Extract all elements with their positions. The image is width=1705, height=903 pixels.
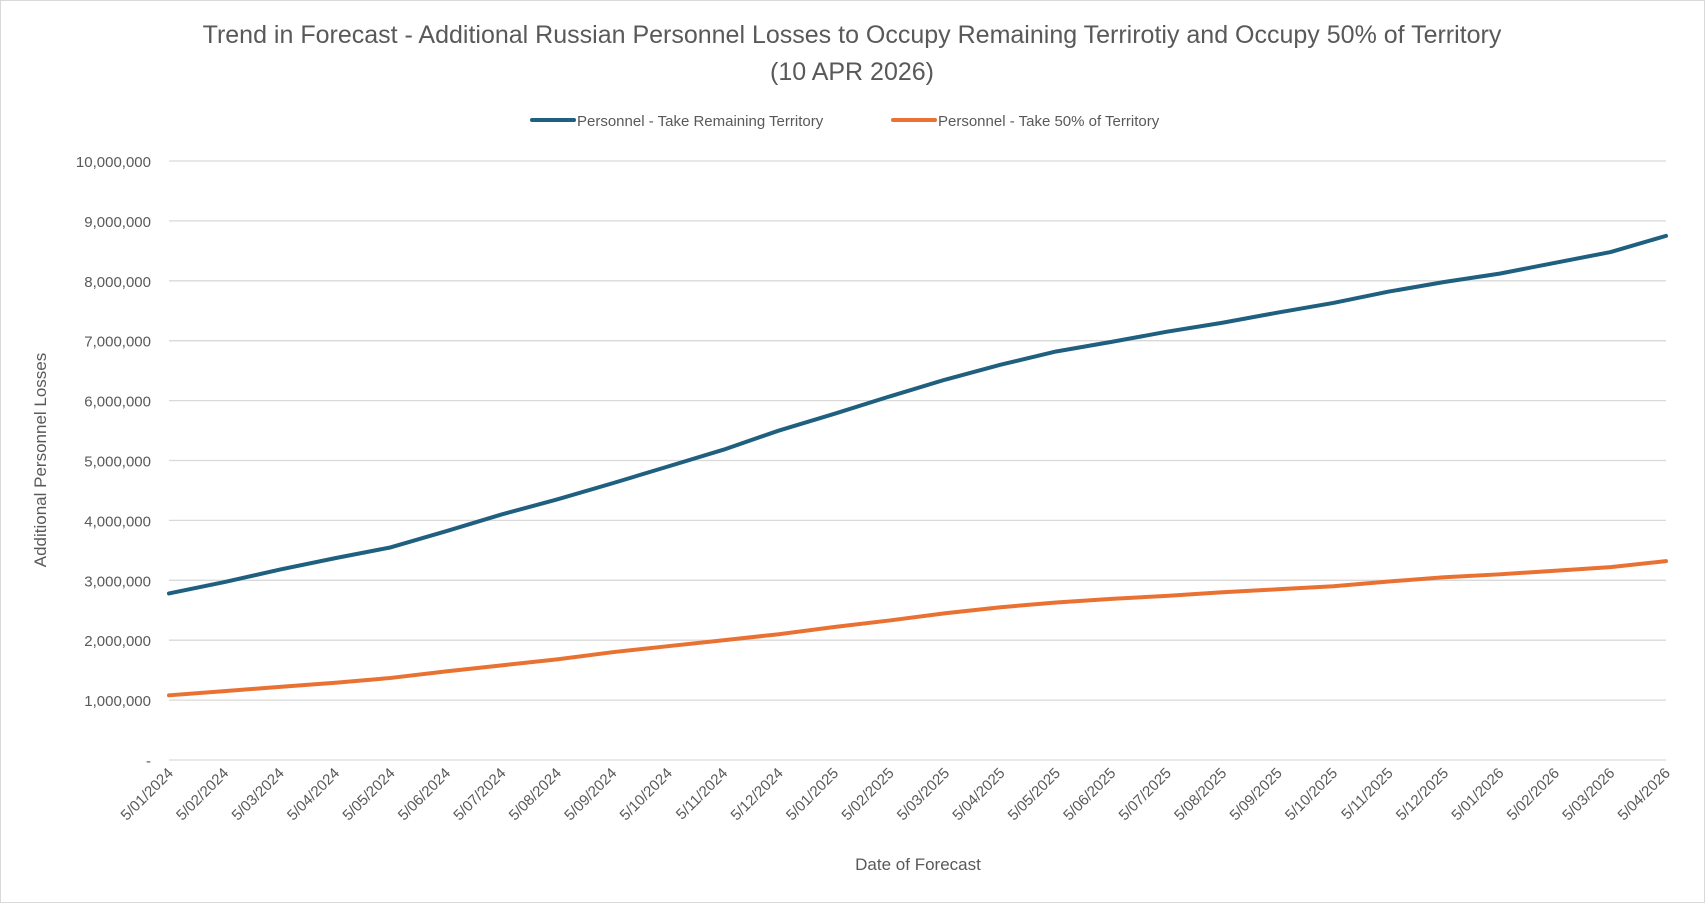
x-tick-label: 5/02/2024 <box>173 765 232 824</box>
y-tick-label: 5,000,000 <box>84 454 151 471</box>
x-tick-label: 5/08/2024 <box>506 765 565 824</box>
x-tick-label: 5/07/2024 <box>450 765 509 824</box>
x-tick-label: 5/04/2024 <box>284 765 343 824</box>
y-axis-label: Additional Personnel Losses <box>31 353 50 568</box>
x-tick-label: 5/06/2025 <box>1060 765 1119 824</box>
x-tick-label: 5/04/2026 <box>1615 765 1674 824</box>
x-tick-label: 5/01/2025 <box>783 765 842 824</box>
gridlines <box>169 160 1666 761</box>
legend-label: Personnel - Take Remaining Territory <box>577 113 824 130</box>
x-tick-label: 5/10/2025 <box>1282 765 1341 824</box>
y-tick-label: - <box>146 753 151 770</box>
chart-subtitle: (10 APR 2026) <box>770 58 934 86</box>
y-tick-label: 7,000,000 <box>84 334 151 351</box>
series-lines <box>167 233 1668 698</box>
x-tick-label: 5/03/2026 <box>1559 765 1618 824</box>
x-tick-label: 5/04/2025 <box>949 765 1008 824</box>
y-tick-label: 1,000,000 <box>84 693 151 710</box>
x-tick-label: 5/07/2025 <box>1116 765 1175 824</box>
y-tick-label: 8,000,000 <box>84 274 151 291</box>
x-tick-label: 5/12/2025 <box>1393 765 1452 824</box>
x-tick-label: 5/10/2024 <box>617 765 676 824</box>
x-tick-label: 5/02/2026 <box>1504 765 1563 824</box>
x-tick-label: 5/09/2025 <box>1227 765 1286 824</box>
y-tick-label: 10,000,000 <box>76 154 151 171</box>
legend-label: Personnel - Take 50% of Territory <box>938 113 1160 130</box>
x-tick-label: 5/02/2025 <box>838 765 897 824</box>
x-tick-label: 5/09/2024 <box>561 765 620 824</box>
x-tick-label: 5/11/2024 <box>673 765 731 823</box>
y-tick-label: 9,000,000 <box>84 214 151 231</box>
y-tick-label: 6,000,000 <box>84 394 151 411</box>
chart-title: Trend in Forecast - Additional Russian P… <box>203 21 1502 49</box>
x-tick-label: 5/11/2025 <box>1338 765 1396 823</box>
x-tick-label: 5/06/2024 <box>395 765 454 824</box>
x-tick-label: 5/05/2025 <box>1005 765 1064 824</box>
x-tick-label: 5/03/2024 <box>229 765 288 824</box>
series-line-0 <box>167 233 1668 596</box>
y-axis: - 1,000,000 2,000,000 3,000,000 4,000,000 5,0… <box>76 154 151 770</box>
y-tick-label: 4,000,000 <box>84 513 151 530</box>
y-tick-label: 3,000,000 <box>84 573 151 590</box>
legend: Personnel - Take Remaining Territory Pers… <box>530 113 1160 130</box>
x-tick-label: 5/03/2025 <box>894 765 953 824</box>
x-tick-label: 5/01/2026 <box>1448 765 1507 824</box>
y-tick-label: 2,000,000 <box>84 633 151 650</box>
x-tick-label: 5/08/2025 <box>1171 765 1230 824</box>
x-tick-label: 5/05/2024 <box>339 765 398 824</box>
x-tick-label: 5/12/2024 <box>728 765 787 824</box>
x-axis: 5/01/20245/02/20245/03/20245/04/20245/05… <box>118 765 1674 824</box>
series-line-1 <box>167 559 1668 698</box>
x-tick-label: 5/01/2024 <box>118 765 177 824</box>
x-axis-label: Date of Forecast <box>855 855 981 874</box>
